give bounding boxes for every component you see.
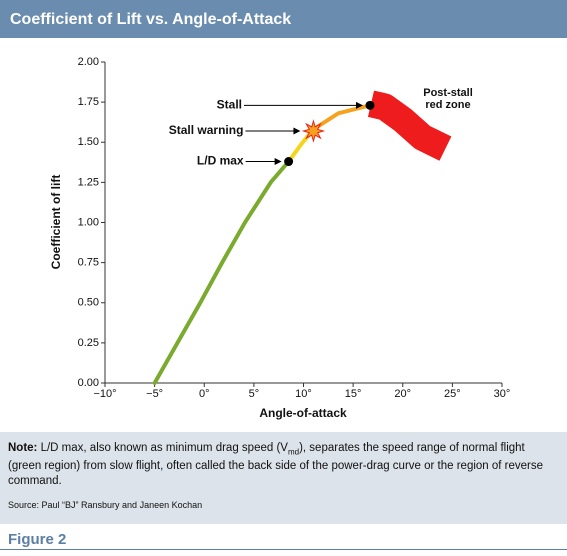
x-tick-label: −10°	[93, 388, 116, 400]
point	[284, 157, 294, 167]
y-tick-label: 1.00	[78, 216, 99, 228]
note-text: ), separates the speed range of normal f…	[8, 442, 544, 488]
title-bar	[0, 0, 567, 38]
y-tick-label: 1.75	[78, 96, 99, 108]
source: Source: Paul “BJ” Ransbury and Janeen Ko…	[8, 500, 203, 511]
red-zone-label: red zone	[425, 99, 470, 111]
arrow-head	[355, 101, 363, 109]
annotation: L/D max	[197, 154, 244, 168]
curve	[152, 159, 291, 385]
figure-label: Figure 2	[8, 531, 67, 548]
x-tick-label: 0°	[199, 388, 210, 400]
point-star	[301, 119, 326, 143]
point	[365, 100, 375, 110]
annotation: Stall warning	[169, 123, 244, 137]
x-tick-label: 20°	[394, 388, 411, 400]
arrow-head	[293, 127, 301, 135]
curve	[311, 103, 372, 132]
x-tick-label: 30°	[494, 388, 511, 400]
note: Note: L/D max, also known as minimum dra…	[0, 432, 567, 524]
y-tick-label: 0.50	[78, 297, 99, 309]
x-tick-label: 10°	[295, 388, 312, 400]
x-tick-label: 5°	[249, 388, 260, 400]
annotation: Stall	[217, 98, 242, 112]
x-axis-label: Angle-of-attack	[259, 406, 347, 420]
y-tick-label: 1.25	[78, 176, 99, 188]
red-zone-label: Post-stall	[423, 87, 473, 99]
red-zone	[367, 90, 452, 161]
x-tick-label: 15°	[345, 388, 362, 400]
chart-title: Coefficient of Lift vs. Angle-of-Attack	[10, 11, 291, 28]
y-tick-label: 2.00	[78, 56, 99, 68]
y-tick-label: 0.75	[78, 257, 99, 269]
rule	[0, 549, 567, 550]
x-tick-label: 25°	[444, 388, 461, 400]
note-lead: Note:	[8, 442, 38, 454]
note-sub: md	[287, 447, 300, 457]
arrow-head	[274, 158, 282, 166]
y-axis-label: Coefficient of lift	[49, 175, 63, 270]
chart: Coefficient of Lift vs. Angle-of-Attack …	[0, 0, 567, 420]
y-tick-label: 0.00	[78, 377, 99, 389]
y-tick-label: 0.25	[78, 337, 99, 349]
note-text: L/D max, also known as minimum drag spee…	[40, 442, 288, 454]
y-tick-label: 1.50	[78, 136, 99, 148]
x-tick-label: −5°	[146, 388, 163, 400]
